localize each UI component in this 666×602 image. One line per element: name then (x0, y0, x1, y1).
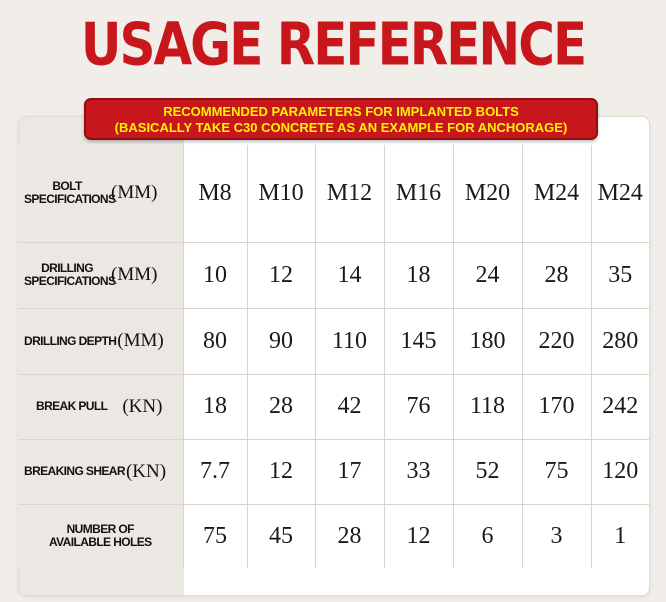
row-header: BREAKING SHEAR(KN) (18, 438, 184, 505)
table-row: DRILLING DEPTH(MM) 80 90 110 145 180 220… (18, 307, 649, 375)
table-cell: M12 (314, 145, 385, 243)
parameters-banner: RECOMMENDED PARAMETERS FOR IMPLANTED BOL… (84, 98, 598, 140)
row-label: DRILLING SPECIFICATIONS (24, 261, 116, 288)
table-cell: 52 (452, 438, 523, 505)
table-cell: 145 (383, 307, 454, 375)
table-cell: 18 (383, 241, 454, 309)
table-cell: 42 (314, 373, 385, 440)
table-cell: 6 (452, 503, 523, 568)
table-cell: 45 (246, 503, 316, 568)
table-cell: M8 (182, 145, 248, 243)
table-cell: 118 (452, 373, 523, 440)
table-cell: M24 (521, 145, 592, 243)
table-cell: 12 (246, 241, 316, 309)
table-cell: 110 (314, 307, 385, 375)
table-cell: 33 (383, 438, 454, 505)
row-unit: (MM) (111, 264, 158, 285)
row-label: DRILLING DEPTH (24, 333, 117, 348)
table-cell: 90 (246, 307, 316, 375)
row-unit: (MM) (117, 330, 164, 351)
table-cell: 180 (452, 307, 523, 375)
table-cell: 242 (590, 373, 649, 440)
row-label: BREAK PULL (36, 399, 108, 413)
table-cell: 12 (246, 438, 316, 505)
table-row: DRILLING SPECIFICATIONS(MM) 10 12 14 18 … (18, 241, 649, 309)
table-cell: 28 (246, 373, 316, 440)
table-cell: 10 (182, 241, 248, 309)
table-cell: M20 (452, 145, 523, 243)
table-cell: 75 (521, 438, 592, 505)
row-header: BOLT SPECIFICATIONS(MM) (18, 145, 184, 243)
table-cell: 3 (521, 503, 592, 568)
row-header: NUMBER OF AVAILABLE HOLES (18, 503, 184, 568)
table-cell: M16 (383, 145, 454, 243)
table-row: NUMBER OF AVAILABLE HOLES 75 45 28 12 6 … (18, 503, 649, 568)
table-cell: 28 (521, 241, 592, 309)
banner-line-1: RECOMMENDED PARAMETERS FOR IMPLANTED BOL… (163, 104, 519, 119)
table-cell: 14 (314, 241, 385, 309)
table-cell: 75 (182, 503, 248, 568)
table-cell: 17 (314, 438, 385, 505)
row-header: DRILLING SPECIFICATIONS(MM) (18, 241, 184, 309)
table-cell: 220 (521, 307, 592, 375)
table-row: BOLT SPECIFICATIONS(MM) M8 M10 M12 M16 M… (18, 145, 649, 243)
table-row: BREAKING SHEAR(KN) 7.7 12 17 33 52 75 12… (18, 438, 649, 505)
row-unit: (KN) (125, 460, 167, 482)
page-title: USAGE REFERENCE (80, 10, 587, 79)
table-cell: M10 (246, 145, 316, 243)
table-cell: 12 (383, 503, 454, 568)
table-cell: 24 (452, 241, 523, 309)
table-row: BREAK PULL (KN) 18 28 42 76 118 170 242 (18, 373, 649, 440)
banner-line-2: (BASICALLY TAKE C30 CONCRETE AS AN EXAMP… (114, 120, 568, 135)
table-cell: 120 (590, 438, 649, 505)
row-header: DRILLING DEPTH(MM) (18, 307, 184, 375)
row-label: BOLT SPECIFICATIONS (24, 179, 116, 207)
table-cell: 1 (590, 503, 649, 568)
table-cell: 7.7 (182, 438, 248, 505)
table-cell: 18 (182, 373, 248, 440)
row-label: BREAKING SHEAR (24, 464, 126, 478)
table-cell: 28 (314, 503, 385, 568)
table-cell: 280 (590, 307, 649, 375)
row-unit: (MM) (111, 182, 158, 204)
table-cell: 35 (590, 241, 649, 309)
table-cell: 76 (383, 373, 454, 440)
row-label: NUMBER OF AVAILABLE HOLES (48, 522, 152, 550)
row-header: BREAK PULL (KN) (18, 373, 184, 440)
table-cell: M24 (590, 145, 649, 243)
parameters-table: BOLT SPECIFICATIONS(MM) M8 M10 M12 M16 M… (18, 145, 649, 568)
table-cell: 80 (182, 307, 248, 375)
row-unit: (KN) (122, 395, 163, 417)
table-cell: 170 (521, 373, 592, 440)
